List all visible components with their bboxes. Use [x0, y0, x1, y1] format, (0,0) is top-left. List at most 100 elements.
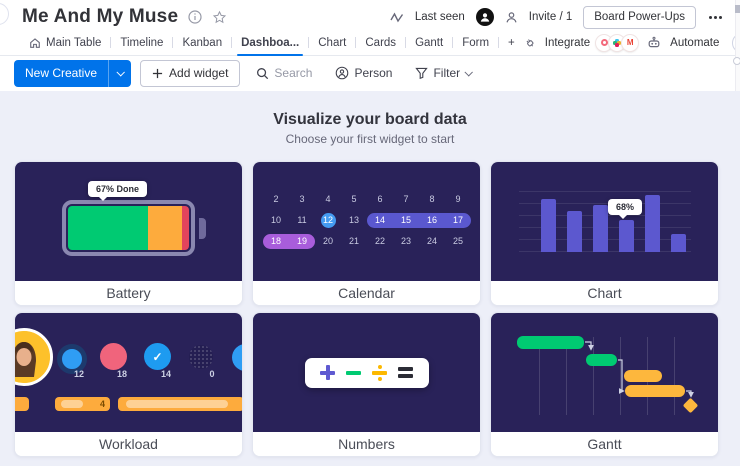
calendar-day: 9 — [455, 194, 461, 204]
tab-form[interactable]: Form — [462, 36, 490, 49]
check-icon: ✓ — [152, 349, 163, 364]
chart-bar — [541, 199, 556, 252]
battery-illustration: 67% Done — [15, 162, 242, 281]
calendar-day: 7 — [403, 194, 409, 204]
tab-gantt[interactable]: Gantt — [415, 36, 444, 49]
workload-illustration: ✓ 12 18 14 0 4 — [15, 313, 242, 432]
calendar-day: 8 — [429, 194, 435, 204]
integrate-plug-icon — [526, 38, 534, 46]
collapsed-corner-button[interactable] — [0, 3, 9, 25]
workload-count: 12 — [73, 369, 84, 379]
workload-circle-dotted — [189, 345, 213, 369]
chevron-down-icon — [464, 68, 474, 77]
minus-icon — [346, 370, 361, 375]
calendar-day: 20 — [322, 236, 333, 246]
calendar-day: 23 — [400, 236, 411, 246]
board-title: Me And My Muse — [22, 6, 179, 27]
scrollbar-thumb[interactable] — [735, 5, 740, 13]
calendar-day-selected: 12 — [315, 213, 341, 228]
widget-card-battery[interactable]: 67% Done Battery — [14, 161, 243, 306]
automate-label[interactable]: Automate — [670, 36, 720, 49]
workload-circle-pink — [100, 343, 127, 370]
workload-circle-partial — [232, 344, 242, 371]
chart-bar — [671, 234, 686, 252]
board-info-icon[interactable] — [188, 10, 202, 24]
workload-circle-ringed — [57, 344, 87, 374]
automate-robot-icon — [648, 36, 660, 48]
workload-bar-badge: 4 — [99, 399, 105, 409]
add-view-button[interactable]: + — [508, 36, 515, 49]
equals-icon — [398, 367, 413, 378]
favorite-star-icon[interactable] — [212, 10, 227, 25]
workload-count: 14 — [160, 369, 171, 379]
widget-card-chart[interactable]: 68% Chart — [490, 161, 719, 306]
gantt-gridline — [539, 337, 540, 415]
chart-tooltip: 68% — [608, 199, 643, 219]
workload-count: 18 — [116, 369, 127, 379]
board-power-ups-button[interactable]: Board Power-Ups — [583, 5, 696, 29]
add-widget-button[interactable]: Add widget — [140, 59, 241, 87]
calendar-day: 21 — [348, 236, 359, 246]
search-control[interactable]: Search — [249, 66, 319, 80]
tab-divider — [405, 37, 407, 48]
new-item-split-button[interactable]: New Creative — [14, 59, 132, 87]
tab-divider — [172, 37, 174, 48]
activity-icon[interactable] — [390, 12, 404, 23]
gantt-gridline — [674, 337, 675, 415]
plus-icon — [320, 365, 335, 380]
gantt-bar-green-1 — [517, 336, 584, 349]
tab-divider — [231, 37, 233, 48]
scrollbar-handle[interactable] — [733, 57, 740, 65]
widget-card-numbers[interactable]: Numbers — [252, 312, 481, 457]
integration-badge-puzzle-icon[interactable] — [609, 34, 626, 51]
calendar-day: 5 — [351, 194, 357, 204]
tab-dashboard-active[interactable]: Dashboa... — [232, 30, 308, 56]
invite-label[interactable]: Invite / 1 — [528, 11, 573, 23]
widget-label: Numbers — [253, 432, 480, 456]
new-item-dropdown-button[interactable] — [108, 59, 131, 87]
last-seen-avatar[interactable] — [475, 8, 494, 26]
widget-grid: 67% Done Battery 2 3 4 5 — [0, 161, 740, 457]
tab-main-table[interactable]: Main Table — [20, 30, 110, 55]
widget-card-gantt[interactable]: Gantt — [490, 312, 719, 457]
gantt-bar-green-2 — [586, 354, 617, 366]
tab-divider — [110, 37, 112, 48]
gantt-illustration — [491, 313, 718, 432]
integrate-label[interactable]: Integrate — [544, 36, 591, 49]
integration-badges[interactable]: M — [596, 34, 639, 51]
new-item-button[interactable]: New Creative — [25, 66, 98, 80]
tab-cards[interactable]: Cards — [365, 36, 397, 49]
filter-funnel-icon — [415, 67, 429, 79]
calendar-range-purple: 18 19 — [263, 234, 315, 249]
workload-bar-long — [118, 397, 242, 411]
widget-label: Battery — [15, 281, 242, 305]
divide-icon — [372, 364, 387, 381]
widget-label: Chart — [491, 281, 718, 305]
numbers-illustration — [253, 313, 480, 432]
tab-timeline[interactable]: Timeline — [120, 36, 164, 49]
integration-badge-gmail-icon[interactable]: M — [622, 34, 639, 51]
widget-label: Workload — [15, 432, 242, 456]
battery-terminal — [199, 218, 206, 239]
plus-icon — [152, 68, 163, 78]
calendar-day: 3 — [299, 194, 305, 204]
search-placeholder: Search — [274, 66, 313, 80]
tab-chart[interactable]: Chart — [318, 36, 347, 49]
gantt-gridline — [593, 337, 594, 415]
user-avatar — [15, 328, 53, 386]
home-icon — [30, 37, 40, 48]
chart-bar — [593, 205, 608, 252]
filter-control[interactable]: Filter — [408, 66, 478, 80]
battery-body — [62, 200, 195, 256]
more-options-icon[interactable] — [707, 15, 724, 19]
integration-badge-dot-icon[interactable] — [596, 34, 613, 51]
widget-card-workload[interactable]: ✓ 12 18 14 0 4 Workload — [14, 312, 243, 457]
tab-divider — [355, 37, 357, 48]
person-filter-control[interactable]: Person — [328, 66, 399, 80]
invite-person-icon[interactable] — [505, 11, 518, 24]
tab-kanban[interactable]: Kanban — [182, 36, 223, 49]
tab-divider — [308, 37, 310, 48]
scrollbar-track[interactable] — [735, 0, 740, 91]
widget-card-calendar[interactable]: 2 3 4 5 6 7 8 9 10 11 12 13 14 15 — [252, 161, 481, 306]
calendar-illustration: 2 3 4 5 6 7 8 9 10 11 12 13 14 15 — [253, 162, 480, 281]
